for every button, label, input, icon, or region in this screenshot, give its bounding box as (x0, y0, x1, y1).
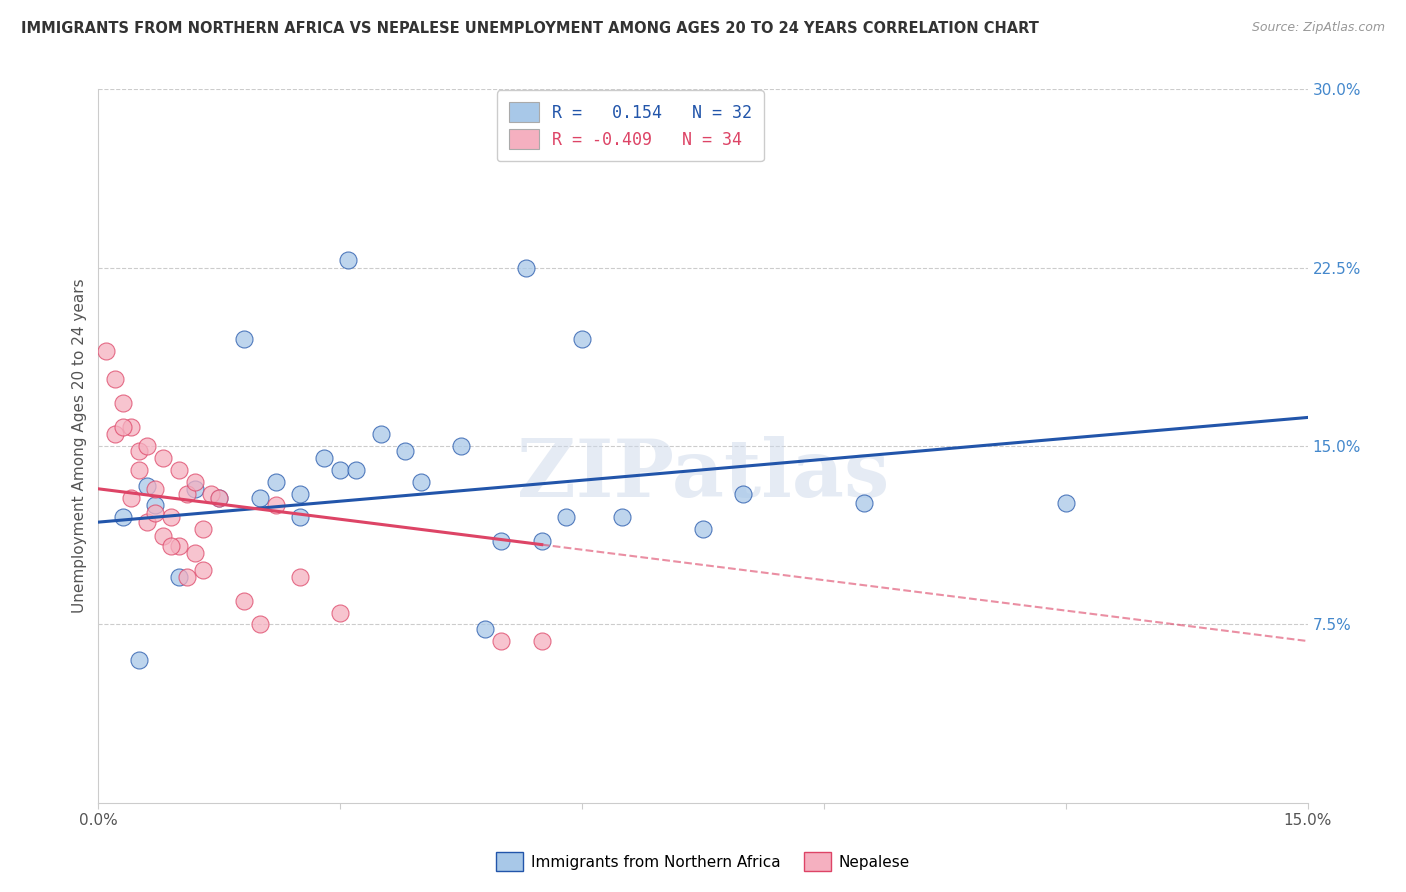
Point (193, 563, 215, 577)
Point (176, 486, 198, 500)
Point (128, 443, 150, 458)
Point (143, 482, 166, 496)
Point (184, 482, 207, 496)
Point (232, 593, 254, 607)
Point (394, 443, 416, 458)
Point (264, 475, 287, 489)
Point (120, 491, 142, 506)
Point (249, 617, 271, 632)
Point (184, 475, 207, 489)
Point (344, 463, 367, 477)
Point (733, 486, 755, 500)
Point (103, 372, 125, 386)
Point (135, 439, 157, 453)
Point (111, 420, 134, 434)
Point (120, 420, 142, 434)
Legend: R =   0.154   N = 32, R = -0.409   N = 34: R = 0.154 N = 32, R = -0.409 N = 34 (498, 90, 763, 161)
Point (370, 427, 392, 442)
Legend: Immigrants from Northern Africa, Nepalese: Immigrants from Northern Africa, Nepales… (489, 847, 917, 877)
Point (208, 491, 231, 506)
Point (249, 491, 271, 506)
Point (167, 463, 190, 477)
Text: Source: ZipAtlas.com: Source: ZipAtlas.com (1251, 21, 1385, 34)
Point (160, 539, 183, 553)
Point (515, 260, 537, 275)
Point (128, 463, 150, 477)
Point (128, 653, 150, 667)
Point (571, 332, 593, 346)
Point (184, 546, 207, 560)
Point (167, 539, 190, 553)
Point (152, 450, 174, 465)
Point (111, 396, 134, 410)
Point (176, 570, 198, 584)
Point (853, 496, 876, 510)
Point (636, 118, 658, 132)
Point (264, 499, 287, 513)
Point (329, 463, 352, 477)
Point (111, 510, 134, 524)
Text: ZIPatlas: ZIPatlas (517, 435, 889, 514)
Point (103, 427, 125, 442)
Point (530, 634, 553, 648)
Point (555, 510, 578, 524)
Point (1054, 496, 1077, 510)
Point (143, 506, 166, 520)
Point (288, 486, 311, 500)
Point (612, 510, 634, 524)
Point (143, 499, 166, 513)
Point (288, 570, 311, 584)
Point (288, 510, 311, 524)
Point (314, 450, 336, 465)
Point (200, 486, 222, 500)
Point (491, 634, 513, 648)
Point (152, 529, 174, 543)
Point (450, 439, 472, 453)
Point (692, 522, 714, 536)
Point (160, 510, 183, 524)
Point (135, 479, 157, 493)
Point (530, 534, 553, 549)
Text: IMMIGRANTS FROM NORTHERN AFRICA VS NEPALESE UNEMPLOYMENT AMONG AGES 20 TO 24 YEA: IMMIGRANTS FROM NORTHERN AFRICA VS NEPAL… (21, 21, 1039, 36)
Point (208, 491, 231, 506)
Point (135, 515, 157, 529)
Point (167, 570, 190, 584)
Point (409, 475, 432, 489)
Y-axis label: Unemployment Among Ages 20 to 24 years: Unemployment Among Ages 20 to 24 years (72, 278, 87, 614)
Point (337, 253, 360, 268)
Point (193, 522, 215, 536)
Point (474, 622, 496, 636)
Point (232, 332, 254, 346)
Point (491, 534, 513, 549)
Point (329, 606, 352, 620)
Point (96, 343, 118, 358)
